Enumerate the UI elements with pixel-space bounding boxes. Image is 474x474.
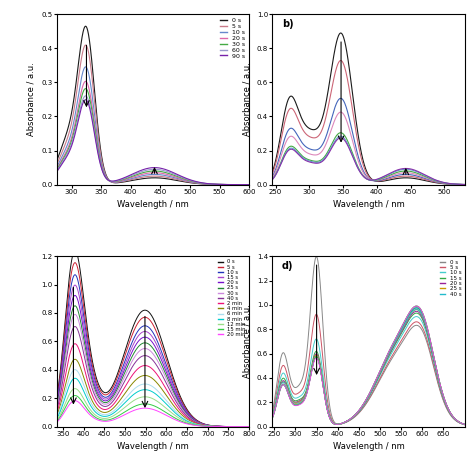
Y-axis label: Absorbance / a.u.: Absorbance / a.u. — [27, 63, 36, 137]
Y-axis label: Absorbance / a.u.: Absorbance / a.u. — [242, 63, 251, 137]
Text: d): d) — [282, 261, 293, 271]
X-axis label: Wavelength / nm: Wavelength / nm — [117, 442, 189, 451]
X-axis label: Wavelength / nm: Wavelength / nm — [332, 442, 404, 451]
Legend: 0 s, 5 s, 10 s, 15 s, 20 s, 25 s, 30 s, 40 s, 2 min, 4 min, 6 min, 8 min, 12 min: 0 s, 5 s, 10 s, 15 s, 20 s, 25 s, 30 s, … — [218, 259, 246, 338]
X-axis label: Wavelength / nm: Wavelength / nm — [117, 201, 189, 210]
Y-axis label: Absorbance / a.u.: Absorbance / a.u. — [242, 304, 251, 378]
X-axis label: Wavelength / nm: Wavelength / nm — [332, 201, 404, 210]
Text: b): b) — [282, 19, 293, 29]
Legend: 0 s, 5 s, 10 s, 20 s, 30 s, 60 s, 90 s: 0 s, 5 s, 10 s, 20 s, 30 s, 60 s, 90 s — [219, 18, 246, 59]
Legend: 0 s, 5 s, 10 s, 15 s, 20 s, 25 s, 40 s: 0 s, 5 s, 10 s, 15 s, 20 s, 25 s, 40 s — [439, 259, 462, 297]
